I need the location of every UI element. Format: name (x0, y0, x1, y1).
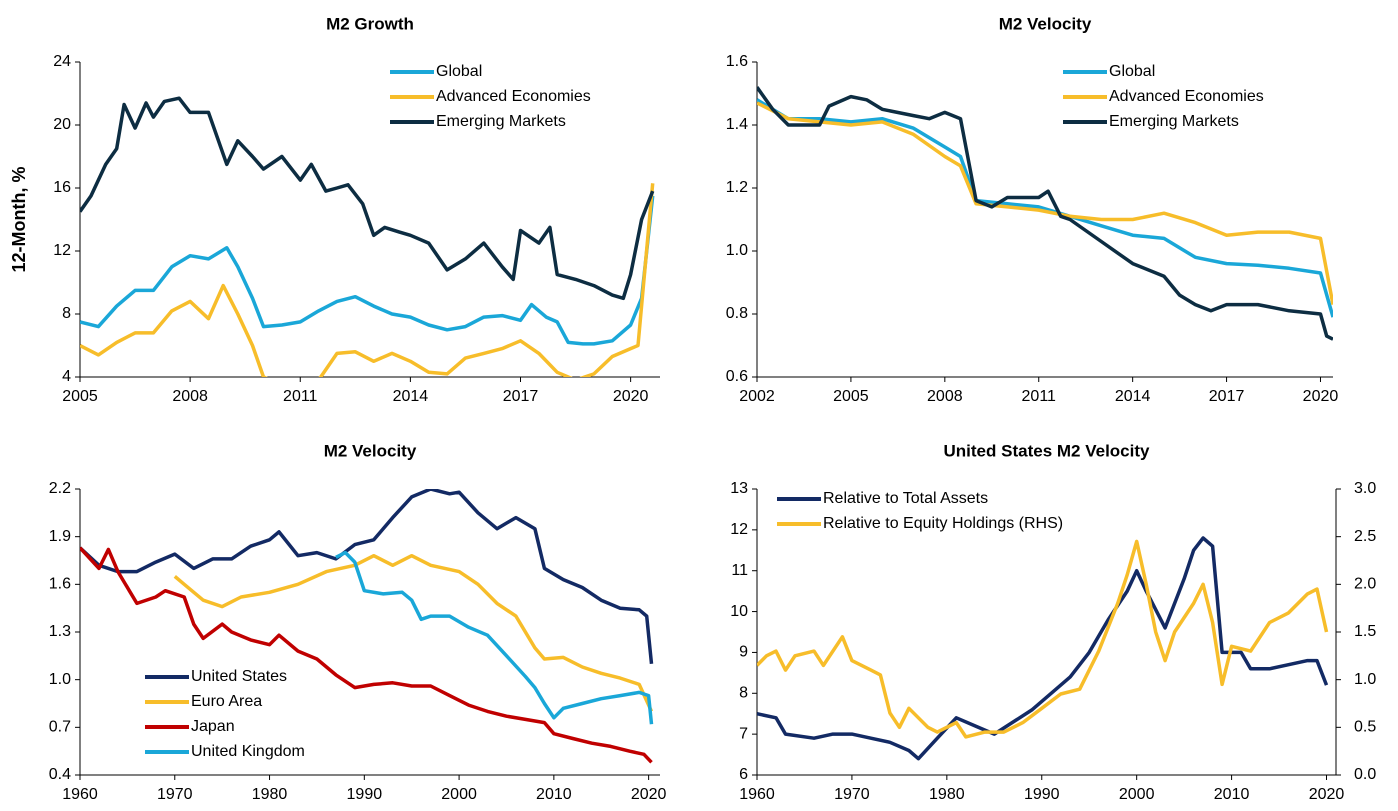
x-tick-label: 2010 (536, 786, 572, 803)
legend-label: Global (436, 63, 482, 80)
x-tick-label: 2011 (283, 388, 318, 405)
x-tick-label: 2008 (927, 388, 963, 405)
y-tick-label: 16 (53, 179, 71, 196)
series-line (80, 195, 655, 346)
series-line (757, 536, 1329, 761)
chart-title: M2 Velocity (999, 14, 1092, 33)
x-tick-label: 2014 (393, 388, 429, 405)
series-line (173, 553, 654, 713)
x-tick-label: 2005 (833, 388, 869, 405)
legend-label: United Kingdom (191, 743, 305, 760)
series-line (80, 489, 654, 664)
chart-title: M2 Velocity (324, 441, 417, 460)
y-tick-label: 2.2 (49, 480, 71, 497)
y-tick-label: 24 (53, 53, 71, 70)
y-tick-label: 4 (62, 368, 71, 385)
y-tick-label: 1.9 (49, 528, 71, 545)
legend-label: Euro Area (191, 693, 262, 710)
x-tick-label: 2008 (172, 388, 208, 405)
legend-label: Japan (191, 718, 235, 735)
y-tick-label: 12 (53, 242, 71, 259)
y-tick-label: 1.0 (49, 671, 71, 688)
chart-title: M2 Growth (326, 14, 414, 33)
x-tick-label: 1970 (157, 786, 193, 803)
legend-label: Advanced Economies (436, 88, 591, 105)
x-tick-label: 2011 (1022, 388, 1057, 405)
y2-tick-label: 2.5 (1354, 528, 1376, 545)
y2-tick-label: 1.0 (1354, 671, 1376, 688)
y-tick-label: 11 (731, 562, 748, 579)
y-tick-label: 1.2 (726, 179, 748, 196)
y2-tick-label: 1.5 (1354, 623, 1376, 640)
legend-label: Relative to Total Assets (823, 490, 988, 507)
y-tick-label: 9 (739, 644, 748, 661)
legend-label: Global (1109, 63, 1155, 80)
x-tick-label: 1990 (347, 786, 383, 803)
y-tick-label: 12 (730, 521, 748, 538)
y2-tick-label: 0.5 (1354, 719, 1376, 736)
x-tick-label: 2020 (631, 786, 667, 803)
y-tick-label: 0.6 (726, 368, 748, 385)
legend-label: United States (191, 668, 287, 685)
legend-label: Emerging Markets (436, 113, 566, 130)
series-line (757, 101, 1333, 305)
series-line (80, 96, 655, 301)
x-tick-label: 2005 (62, 388, 98, 405)
x-tick-label: 2000 (1119, 786, 1155, 803)
y-tick-label: 13 (730, 480, 748, 497)
x-tick-label: 2000 (441, 786, 477, 803)
x-tick-label: 2014 (1115, 388, 1151, 405)
y2-tick-label: 2.0 (1354, 576, 1376, 593)
y-axis-label: 12-Month, % (9, 167, 29, 273)
x-tick-label: 2017 (1209, 388, 1245, 405)
chart-title: United States M2 Velocity (944, 441, 1150, 460)
x-tick-label: 2017 (503, 388, 539, 405)
series-line (80, 183, 655, 377)
series-line (757, 539, 1329, 739)
chart-panel: United States M2 Velocity 6 7 8 9 10 11 12 13 0.0… (730, 441, 1376, 803)
y-tick-label: 0.4 (49, 766, 71, 783)
series-line (335, 550, 654, 725)
legend-label: Advanced Economies (1109, 88, 1264, 105)
y2-tick-label: 0.0 (1354, 766, 1376, 783)
y-tick-label: 10 (730, 603, 748, 620)
x-tick-label: 1980 (929, 786, 965, 803)
chart-panel: M2 Velocity 0.4 0.7 1.0 1.3 1.6 1.9 2.2 1960 1970… (49, 441, 667, 803)
x-tick-label: 2010 (1214, 786, 1250, 803)
y-tick-label: 1.4 (726, 116, 748, 133)
x-tick-label: 2020 (1303, 388, 1339, 405)
x-tick-label: 1990 (1024, 786, 1060, 803)
y2-tick-label: 3.0 (1354, 480, 1376, 497)
series-line (80, 546, 653, 764)
series-line (757, 98, 1333, 318)
y-tick-label: 0.7 (49, 719, 71, 736)
x-tick-label: 2002 (739, 388, 775, 405)
chart-panel: M2 Velocity 0.6 0.8 1.0 1.2 1.4 1.6 2002 2005 200… (726, 14, 1339, 405)
x-tick-label: 1970 (834, 786, 870, 803)
x-tick-label: 2020 (1309, 786, 1345, 803)
y-tick-label: 1.3 (49, 623, 71, 640)
chart-panel: M2 Growth 12-Month, % 4 8 12 16 20 24 2005 2008 20… (9, 14, 660, 405)
y-tick-label: 20 (53, 116, 71, 133)
x-tick-label: 1960 (62, 786, 98, 803)
y-tick-label: 8 (739, 685, 748, 702)
x-tick-label: 2020 (613, 388, 649, 405)
x-tick-label: 1960 (739, 786, 775, 803)
legend-label: Relative to Equity Holdings (RHS) (823, 515, 1063, 532)
y-tick-label: 1.6 (49, 576, 71, 593)
x-tick-label: 1980 (252, 786, 288, 803)
y-tick-label: 1.0 (726, 242, 748, 259)
y-tick-label: 6 (739, 766, 748, 783)
y-tick-label: 0.8 (726, 305, 748, 322)
legend-label: Emerging Markets (1109, 113, 1239, 130)
y-tick-label: 7 (739, 725, 748, 742)
y-tick-label: 1.6 (726, 53, 748, 70)
series-line (757, 86, 1333, 341)
y-tick-label: 8 (62, 305, 71, 322)
